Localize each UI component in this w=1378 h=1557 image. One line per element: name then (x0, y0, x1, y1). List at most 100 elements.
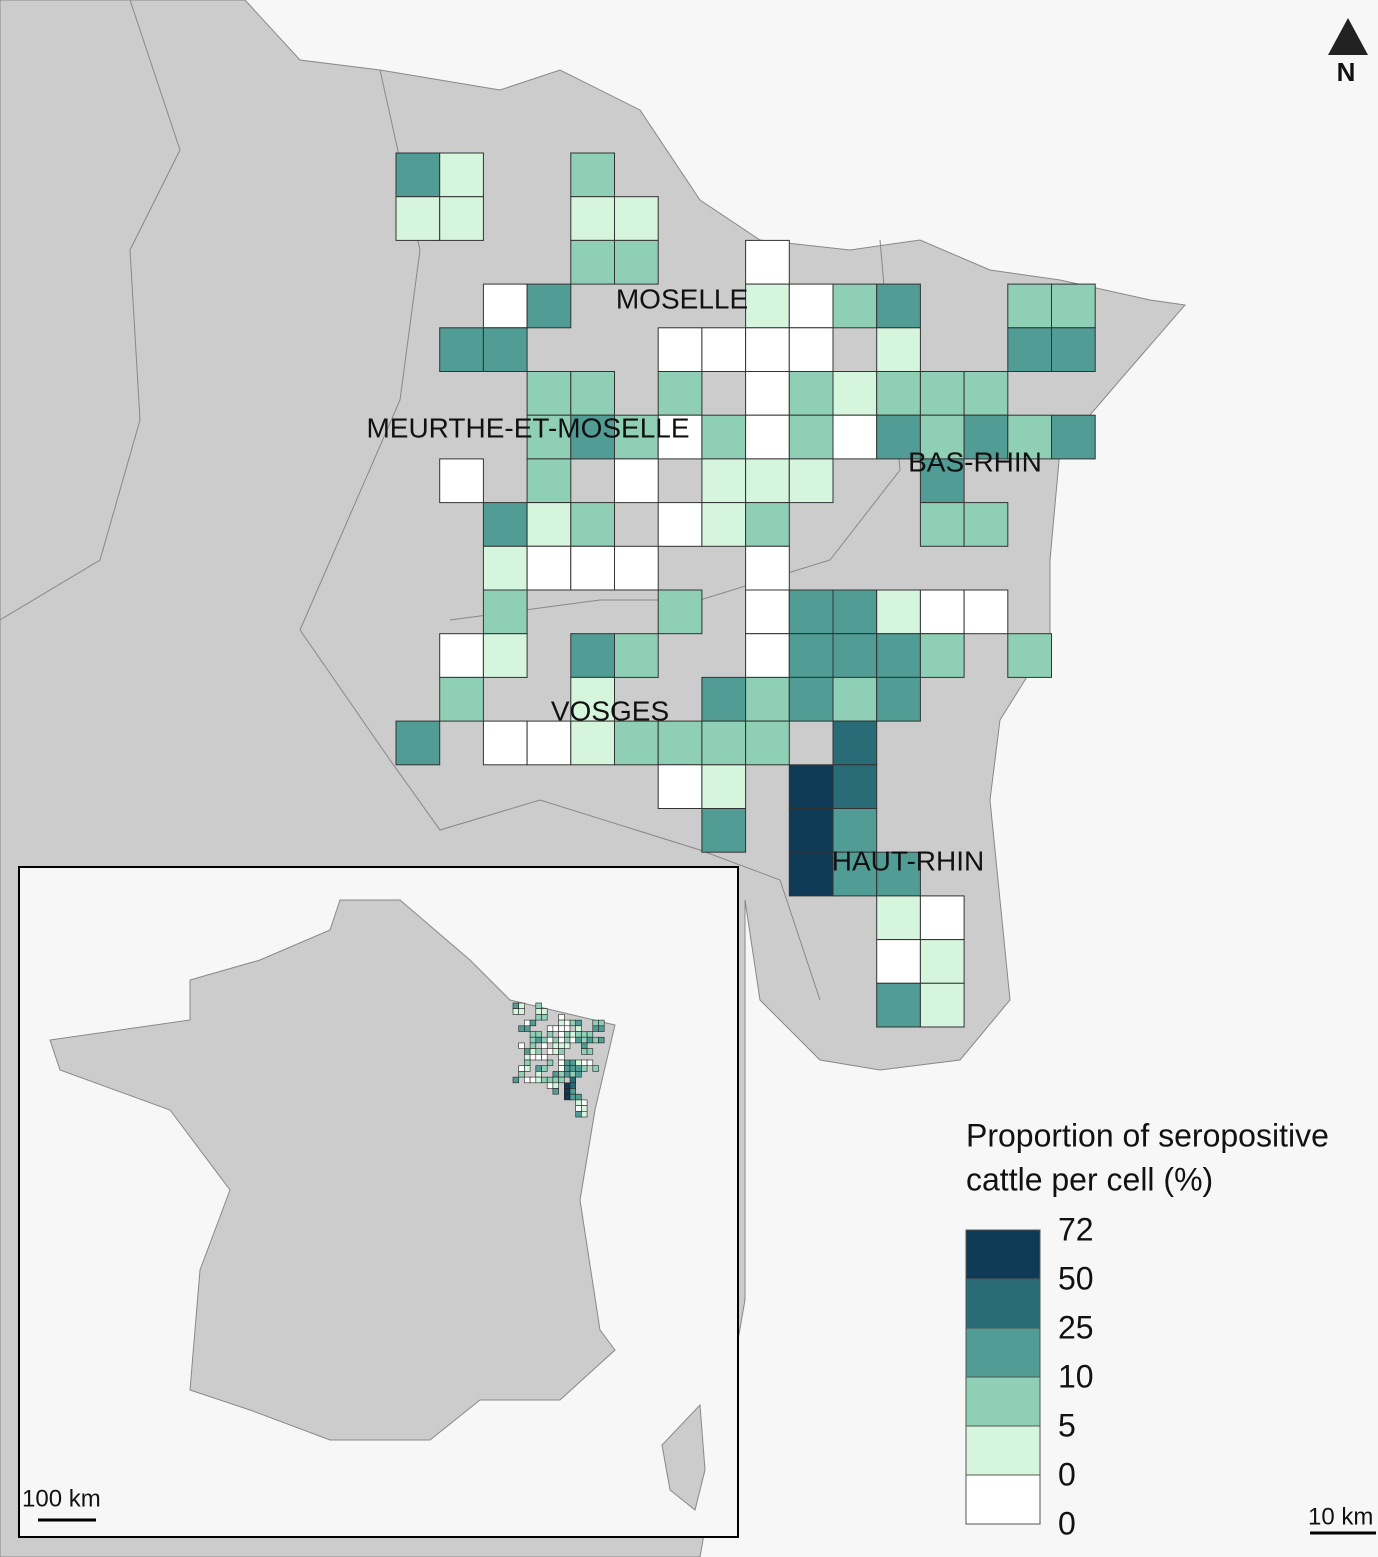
inset-cell (535, 1002, 542, 1009)
inset-cell (598, 1019, 605, 1027)
grid-cell (614, 458, 659, 504)
grid-cell (788, 283, 834, 329)
legend-label: 50 (1058, 1260, 1094, 1296)
grid-cell (788, 458, 834, 504)
grid-cell (788, 676, 834, 722)
inset-cell (546, 1025, 554, 1032)
inset-cell (575, 1019, 582, 1027)
grid-cell (701, 502, 747, 547)
north-label: N (1337, 57, 1356, 87)
inset-cell (518, 1025, 525, 1032)
inset-cell (586, 1031, 594, 1038)
grid-cell (745, 502, 790, 547)
grid-cell (1051, 327, 1096, 372)
inset-cell (558, 1076, 565, 1084)
inset-cell (529, 1031, 537, 1038)
inset-cell (581, 1048, 588, 1055)
inset-cell (592, 1036, 599, 1044)
inset-cell (535, 1031, 542, 1038)
grid-cell (657, 720, 703, 766)
grid-cell (788, 414, 834, 460)
inset-cell (535, 1008, 542, 1015)
legend-swatch (965, 1474, 1041, 1525)
inset-cell (563, 1065, 571, 1072)
inset-cell (569, 1065, 576, 1072)
inset-cell (563, 1019, 571, 1027)
grid-cell (832, 676, 878, 722)
legend-label: 25 (1058, 1309, 1094, 1345)
department-label: BAS-RHIN (908, 446, 1042, 477)
inset-cell (563, 1093, 571, 1101)
border (299, 69, 821, 1001)
inset-cell (581, 1042, 588, 1049)
inset-cell (524, 1019, 531, 1027)
grid-cell (876, 851, 921, 897)
inset-cell (546, 1059, 554, 1066)
grid-cell (657, 414, 703, 460)
grid-cell (919, 414, 965, 460)
inset-cell (558, 1014, 565, 1021)
inset-cell (546, 1036, 554, 1044)
grid-cell (614, 239, 659, 285)
inset-cell (552, 1048, 559, 1055)
legend-swatch (965, 1425, 1041, 1476)
inset-cell (581, 1065, 588, 1072)
inset-cell (518, 1065, 525, 1072)
grid-cell (526, 283, 572, 329)
inset-cell (552, 1088, 559, 1095)
grid-cell (657, 589, 703, 635)
department-labels: MOSELLE MEURTHE-ET-MOSELLE BAS-RHIN VOSGES H… (366, 283, 1041, 876)
grid-cell (832, 589, 878, 635)
grid-cell (919, 939, 965, 984)
grid-cell (832, 371, 878, 416)
inset-cell (569, 1076, 576, 1084)
grid-cell (526, 502, 572, 547)
grid-cell (832, 283, 878, 329)
inset-cell (529, 1048, 537, 1055)
inset-cell (535, 1071, 542, 1078)
inset-cell (518, 1042, 525, 1049)
inset-cell (586, 1036, 594, 1044)
grid-cell (614, 545, 659, 591)
inset-cell (541, 1014, 548, 1021)
grid-cell (614, 633, 659, 678)
grid-cell (745, 545, 790, 591)
inset-cell (563, 1042, 571, 1049)
inset-cell (535, 1065, 542, 1072)
inset-cell (558, 1036, 565, 1044)
grid-cell (482, 327, 528, 372)
legend-label: 0 (1058, 1505, 1076, 1541)
grid-cell (963, 589, 1009, 635)
corsica (661, 1403, 706, 1511)
inset-cell (529, 1042, 537, 1049)
inset-cell (552, 1025, 559, 1032)
inset-cell (535, 1048, 542, 1055)
grid-cell (570, 720, 615, 766)
grid-cell (919, 371, 965, 416)
inset-cell (569, 1093, 576, 1101)
grid-cell (876, 895, 921, 941)
legend-label: 10 (1058, 1358, 1094, 1394)
grid-cell (439, 633, 484, 678)
grid-cell (963, 414, 1009, 460)
grid-cell (1051, 283, 1096, 329)
inset-cell (569, 1082, 576, 1089)
grid-cells (395, 152, 1096, 1028)
grid-cell (745, 676, 790, 722)
inset-cell (575, 1111, 582, 1118)
grid-cell (482, 589, 528, 635)
inset-cell (558, 1059, 565, 1066)
grid-cell (1007, 283, 1052, 329)
inset-cell (581, 1036, 588, 1044)
france (49, 899, 616, 1441)
grid-cell (788, 589, 834, 635)
inset-cell (512, 1008, 519, 1015)
grid-cell (876, 589, 921, 635)
inset-cell (569, 1031, 576, 1038)
inset-cell (558, 1042, 565, 1049)
inset-cell (569, 1019, 576, 1027)
grid-cell (657, 502, 703, 547)
grid-cell (876, 939, 921, 984)
inset-cell (575, 1031, 582, 1038)
